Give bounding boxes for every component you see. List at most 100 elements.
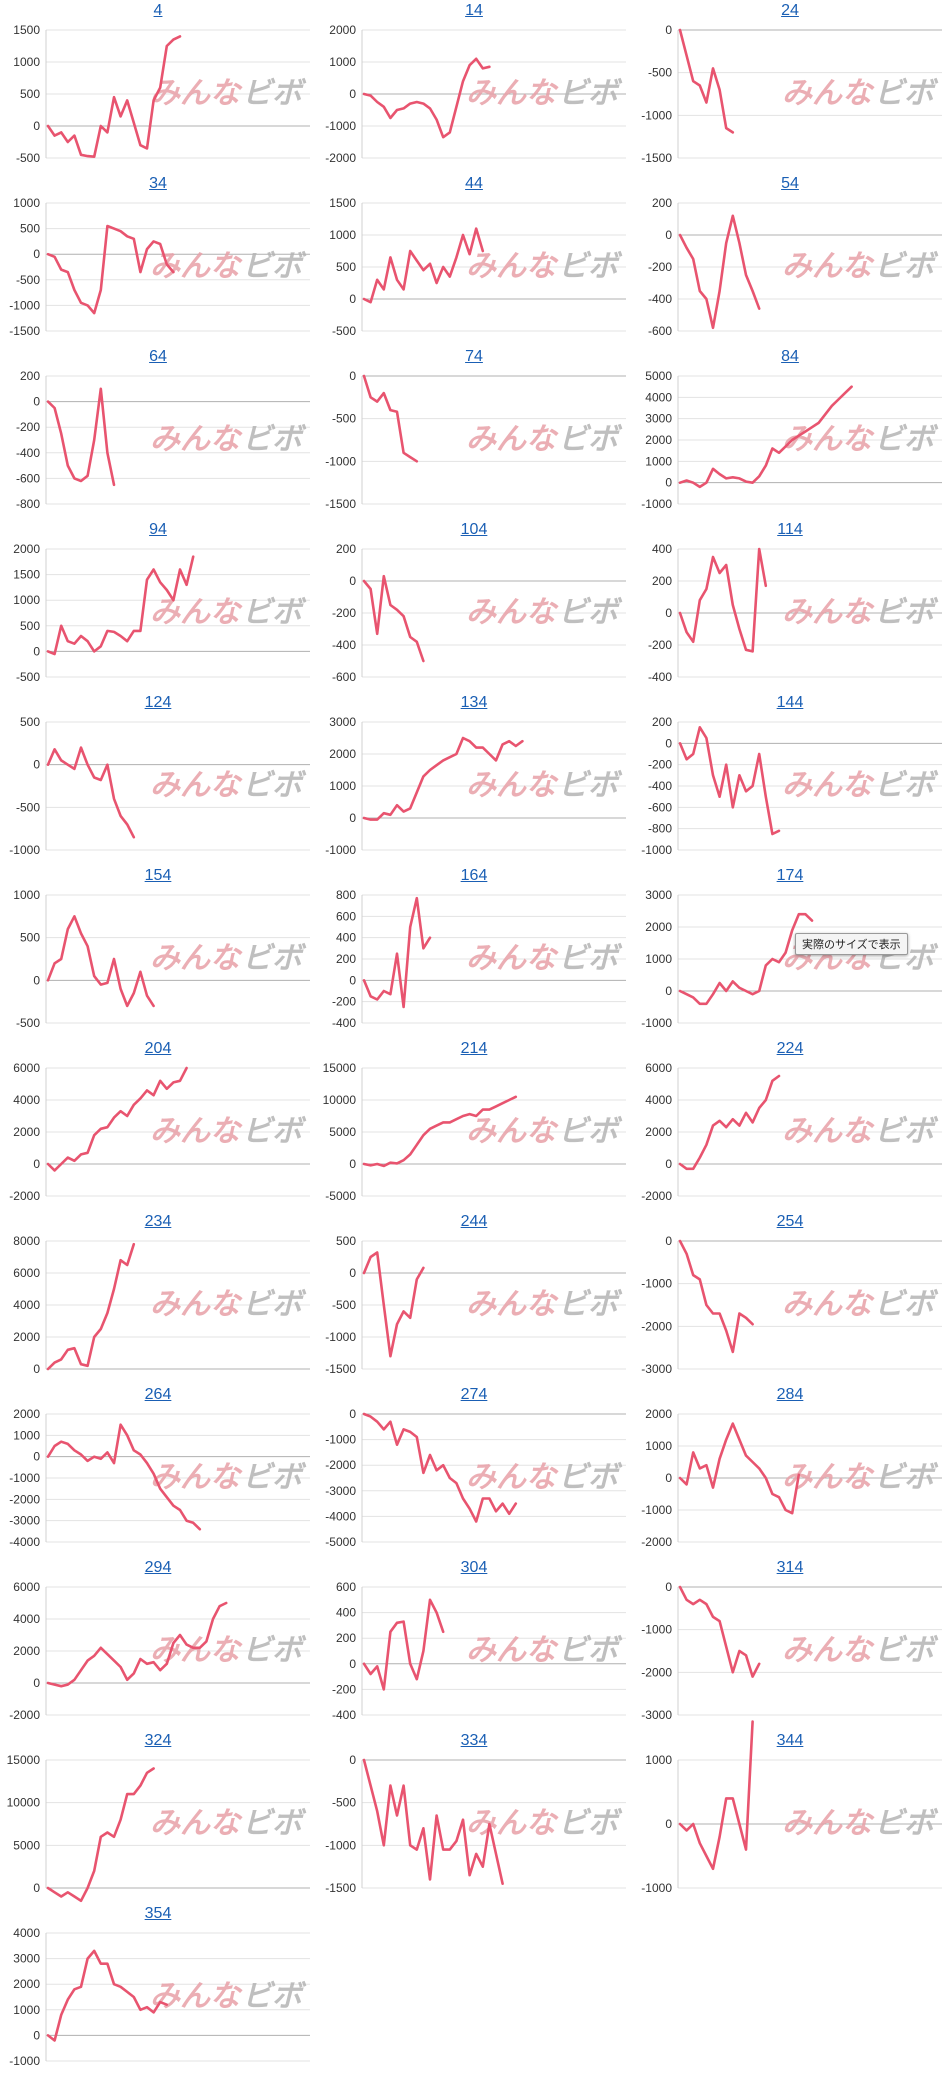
series-line bbox=[46, 914, 155, 1008]
chart-title-link[interactable]: 324 bbox=[144, 1732, 172, 1749]
chart-title-link[interactable]: 154 bbox=[144, 867, 172, 884]
chart-svg: -500 0 500 1000 1500 2000 みんな ビボ bbox=[13, 542, 310, 684]
chart-title-link[interactable]: 104 bbox=[460, 521, 488, 538]
chart-title-link[interactable]: 274 bbox=[460, 1386, 488, 1403]
y-tick-label: -200 bbox=[648, 758, 672, 772]
chart-title-link[interactable]: 214 bbox=[460, 1040, 488, 1057]
y-tick-label: 4000 bbox=[13, 1612, 40, 1626]
y-tick-label: 0 bbox=[349, 87, 356, 101]
y-tick-label: 1500 bbox=[329, 196, 356, 210]
chart-title-link[interactable]: 134 bbox=[460, 694, 488, 711]
y-tick-label: 2000 bbox=[329, 747, 356, 761]
y-tick-label: 500 bbox=[20, 222, 40, 236]
y-tick-label: -1000 bbox=[641, 843, 672, 857]
chart-title-link[interactable]: 174 bbox=[776, 867, 804, 884]
chart-svg: -3000 -2000 -1000 0 みんな ビボ bbox=[641, 1580, 942, 1722]
y-tick-label: 1000 bbox=[13, 888, 40, 902]
chart-panel: 134 -1000 0 1000 2000 3000 みんな ビボ bbox=[316, 692, 632, 865]
y-tick-label: -500 bbox=[332, 1298, 356, 1312]
chart-title-link[interactable]: 344 bbox=[776, 1732, 804, 1749]
watermark-right: ビボ bbox=[242, 423, 307, 456]
y-tick-label: 1000 bbox=[13, 593, 40, 607]
chart-title-link[interactable]: 64 bbox=[149, 348, 167, 365]
y-tick-label: 500 bbox=[336, 260, 356, 274]
series-line bbox=[678, 385, 853, 489]
chart-title-link[interactable]: 234 bbox=[144, 1213, 172, 1230]
y-tick-label: -1500 bbox=[641, 151, 672, 165]
chart-panel: 334 -1500 -1000 -500 0 みんな ビボ bbox=[316, 1730, 632, 1903]
chart-title-link[interactable]: 204 bbox=[144, 1040, 172, 1057]
chart-title-link[interactable]: 94 bbox=[149, 521, 167, 538]
y-tick-label: -1000 bbox=[9, 2054, 40, 2068]
y-tick-label: 0 bbox=[665, 984, 672, 998]
y-tick-label: 500 bbox=[336, 1234, 356, 1248]
chart-title-link[interactable]: 34 bbox=[149, 175, 167, 192]
chart-title-link[interactable]: 164 bbox=[460, 867, 488, 884]
chart-title-link[interactable]: 354 bbox=[144, 1905, 172, 1922]
y-tick-label: 1000 bbox=[13, 1428, 40, 1442]
y-tick-label: -600 bbox=[16, 471, 40, 485]
chart-title-link[interactable]: 54 bbox=[781, 175, 799, 192]
watermark-right: ビボ bbox=[874, 769, 939, 802]
chart-title-link[interactable]: 334 bbox=[460, 1732, 488, 1749]
chart-title-link[interactable]: 244 bbox=[460, 1213, 488, 1230]
chart-title-link[interactable]: 314 bbox=[776, 1559, 804, 1576]
y-tick-label: 200 bbox=[336, 542, 356, 556]
chart-title-link[interactable]: 14 bbox=[465, 2, 483, 19]
chart-svg: -1500 -1000 -500 0 500 みんな ビボ bbox=[325, 1234, 626, 1376]
watermark-left: みんな bbox=[466, 769, 559, 802]
chart-title-link[interactable]: 24 bbox=[781, 2, 799, 19]
chart-panel: 284 -2000 -1000 0 1000 2000 みんな ビボ bbox=[632, 1384, 948, 1557]
chart-panel: 244 -1500 -1000 -500 0 500 みんな ビボ bbox=[316, 1211, 632, 1384]
chart-title-link[interactable]: 304 bbox=[460, 1559, 488, 1576]
series-line bbox=[46, 387, 116, 487]
series-line bbox=[46, 1066, 188, 1172]
chart-title-link[interactable]: 114 bbox=[777, 521, 803, 538]
chart-title-link[interactable]: 4 bbox=[153, 2, 163, 19]
chart-title-link[interactable]: 294 bbox=[144, 1559, 172, 1576]
y-tick-label: 0 bbox=[33, 1881, 40, 1895]
chart-title-link[interactable]: 74 bbox=[465, 348, 483, 365]
chart-panel: 64 -800 -600 -400 -200 0 200 みんな ビボ bbox=[0, 346, 316, 519]
series-line bbox=[362, 574, 425, 663]
watermark-right: ビボ bbox=[558, 1807, 623, 1840]
y-tick-label: 600 bbox=[336, 1580, 356, 1594]
chart-svg: -400 -200 0 200 400 みんな ビボ bbox=[648, 542, 942, 684]
y-tick-label: -1000 bbox=[9, 298, 40, 312]
chart-title-link[interactable]: 284 bbox=[776, 1386, 804, 1403]
y-tick-label: 0 bbox=[33, 1157, 40, 1171]
y-tick-label: 0 bbox=[349, 1753, 356, 1767]
y-tick-label: -400 bbox=[332, 1708, 356, 1722]
chart-title-link[interactable]: 264 bbox=[144, 1386, 172, 1403]
chart-title-link[interactable]: 224 bbox=[776, 1040, 804, 1057]
watermark-left: みんな bbox=[150, 1807, 243, 1840]
watermark-right: ビボ bbox=[242, 942, 307, 975]
chart-title-link[interactable]: 124 bbox=[144, 694, 172, 711]
y-tick-label: 4000 bbox=[13, 1926, 40, 1940]
chart-title-link[interactable]: 254 bbox=[776, 1213, 804, 1230]
y-tick-label: 0 bbox=[349, 1266, 356, 1280]
series-line bbox=[46, 1949, 169, 2042]
watermark-right: ビボ bbox=[874, 423, 939, 456]
y-tick-label: 3000 bbox=[645, 412, 672, 426]
y-tick-label: -800 bbox=[648, 822, 672, 836]
series-line bbox=[678, 28, 735, 134]
chart-svg: -5000 0 5000 10000 15000 みんな ビボ bbox=[323, 1061, 626, 1203]
y-tick-label: -1000 bbox=[641, 497, 672, 511]
y-tick-label: -400 bbox=[16, 446, 40, 460]
y-tick-label: 2000 bbox=[645, 920, 672, 934]
watermark-left: みんな bbox=[150, 1461, 243, 1494]
chart-title-link[interactable]: 84 bbox=[781, 348, 799, 365]
y-tick-label: 200 bbox=[336, 1631, 356, 1645]
y-tick-label: 2000 bbox=[645, 433, 672, 447]
chart-svg: -2000 0 2000 4000 6000 みんな ビボ bbox=[9, 1061, 310, 1203]
y-tick-label: -500 bbox=[16, 1016, 40, 1030]
y-tick-label: -1000 bbox=[641, 1623, 672, 1637]
chart-title-link[interactable]: 44 bbox=[465, 175, 483, 192]
watermark-right: ビボ bbox=[874, 1115, 939, 1148]
y-tick-label: 6000 bbox=[13, 1266, 40, 1280]
chart-svg: -400 -200 0 200 400 600 みんな ビボ bbox=[332, 1580, 626, 1722]
chart-title-link[interactable]: 144 bbox=[776, 694, 804, 711]
series-line bbox=[362, 227, 485, 304]
y-tick-label: 5000 bbox=[645, 369, 672, 383]
